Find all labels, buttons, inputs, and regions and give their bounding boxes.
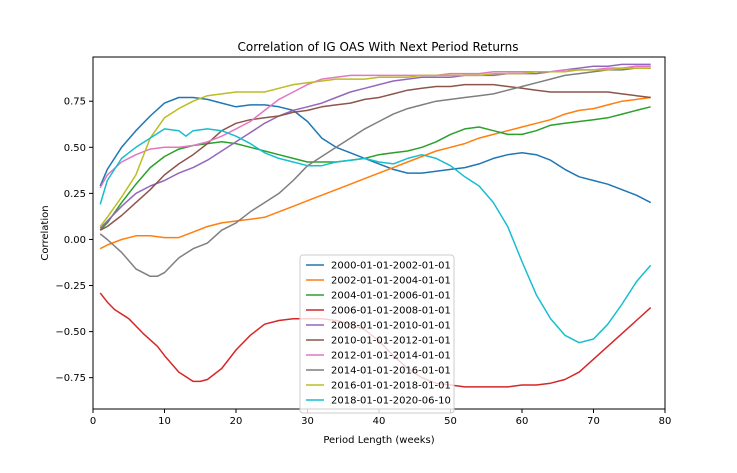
legend-entry: 2004-01-01-2006-01-01 [331,291,451,302]
chart-title: Correlation of IG OAS With Next Period R… [237,40,518,54]
series-line-5 [99,83,651,231]
series-lines [99,63,652,388]
x-tick-label: 10 [158,416,171,427]
legend-entry: 2006-01-01-2008-01-01 [331,306,451,317]
x-tick-label: 80 [659,416,672,427]
y-axis-ticks: −0.75 −0.50 −0.25 0.00 0.25 0.50 0.75 [55,97,93,384]
y-tick-label: 0.00 [64,235,86,246]
y-tick-label: 0.25 [64,189,86,200]
legend-entry: 2012-01-01-2014-01-01 [331,351,451,362]
x-axis-label: Period Length (weeks) [323,435,434,446]
x-tick-label: 60 [516,416,529,427]
y-tick-label: 0.75 [64,97,86,108]
series-line-8 [99,67,651,227]
x-tick-label: 20 [230,416,243,427]
series-line-1 [99,96,651,250]
y-tick-label: −0.75 [55,373,86,384]
series-line-9 [99,128,652,344]
legend-entry: 2016-01-01-2018-01-01 [331,381,451,392]
legend-entry: 2018-01-01-2020-06-10 [331,396,451,407]
legend-entry: 2000-01-01-2002-01-01 [331,261,451,272]
y-tick-label: −0.50 [55,327,86,338]
y-tick-label: −0.25 [55,281,86,292]
legend-entry: 2010-01-01-2012-01-01 [331,336,451,347]
legend-entry: 2008-01-01-2010-01-01 [331,321,451,332]
x-tick-label: 30 [301,416,314,427]
series-line-6 [99,65,651,189]
x-axis-ticks: 0 10 20 30 40 50 60 70 80 [90,409,672,427]
legend-entry: 2002-01-01-2004-01-01 [331,276,451,287]
y-axis-label: Correlation [40,205,51,260]
x-tick-label: 50 [444,416,457,427]
series-line-7 [99,67,651,278]
legend-entry: 2014-01-01-2016-01-01 [331,366,451,377]
x-tick-label: 40 [373,416,386,427]
legend: 2000-01-01-2002-01-01 2002-01-01-2004-01-… [299,254,455,414]
x-tick-label: 70 [587,416,600,427]
series-line-0 [99,96,652,204]
y-tick-label: 0.50 [64,143,86,154]
x-tick-label: 0 [90,416,96,427]
series-line-2 [99,106,651,231]
legend-box [299,254,455,414]
